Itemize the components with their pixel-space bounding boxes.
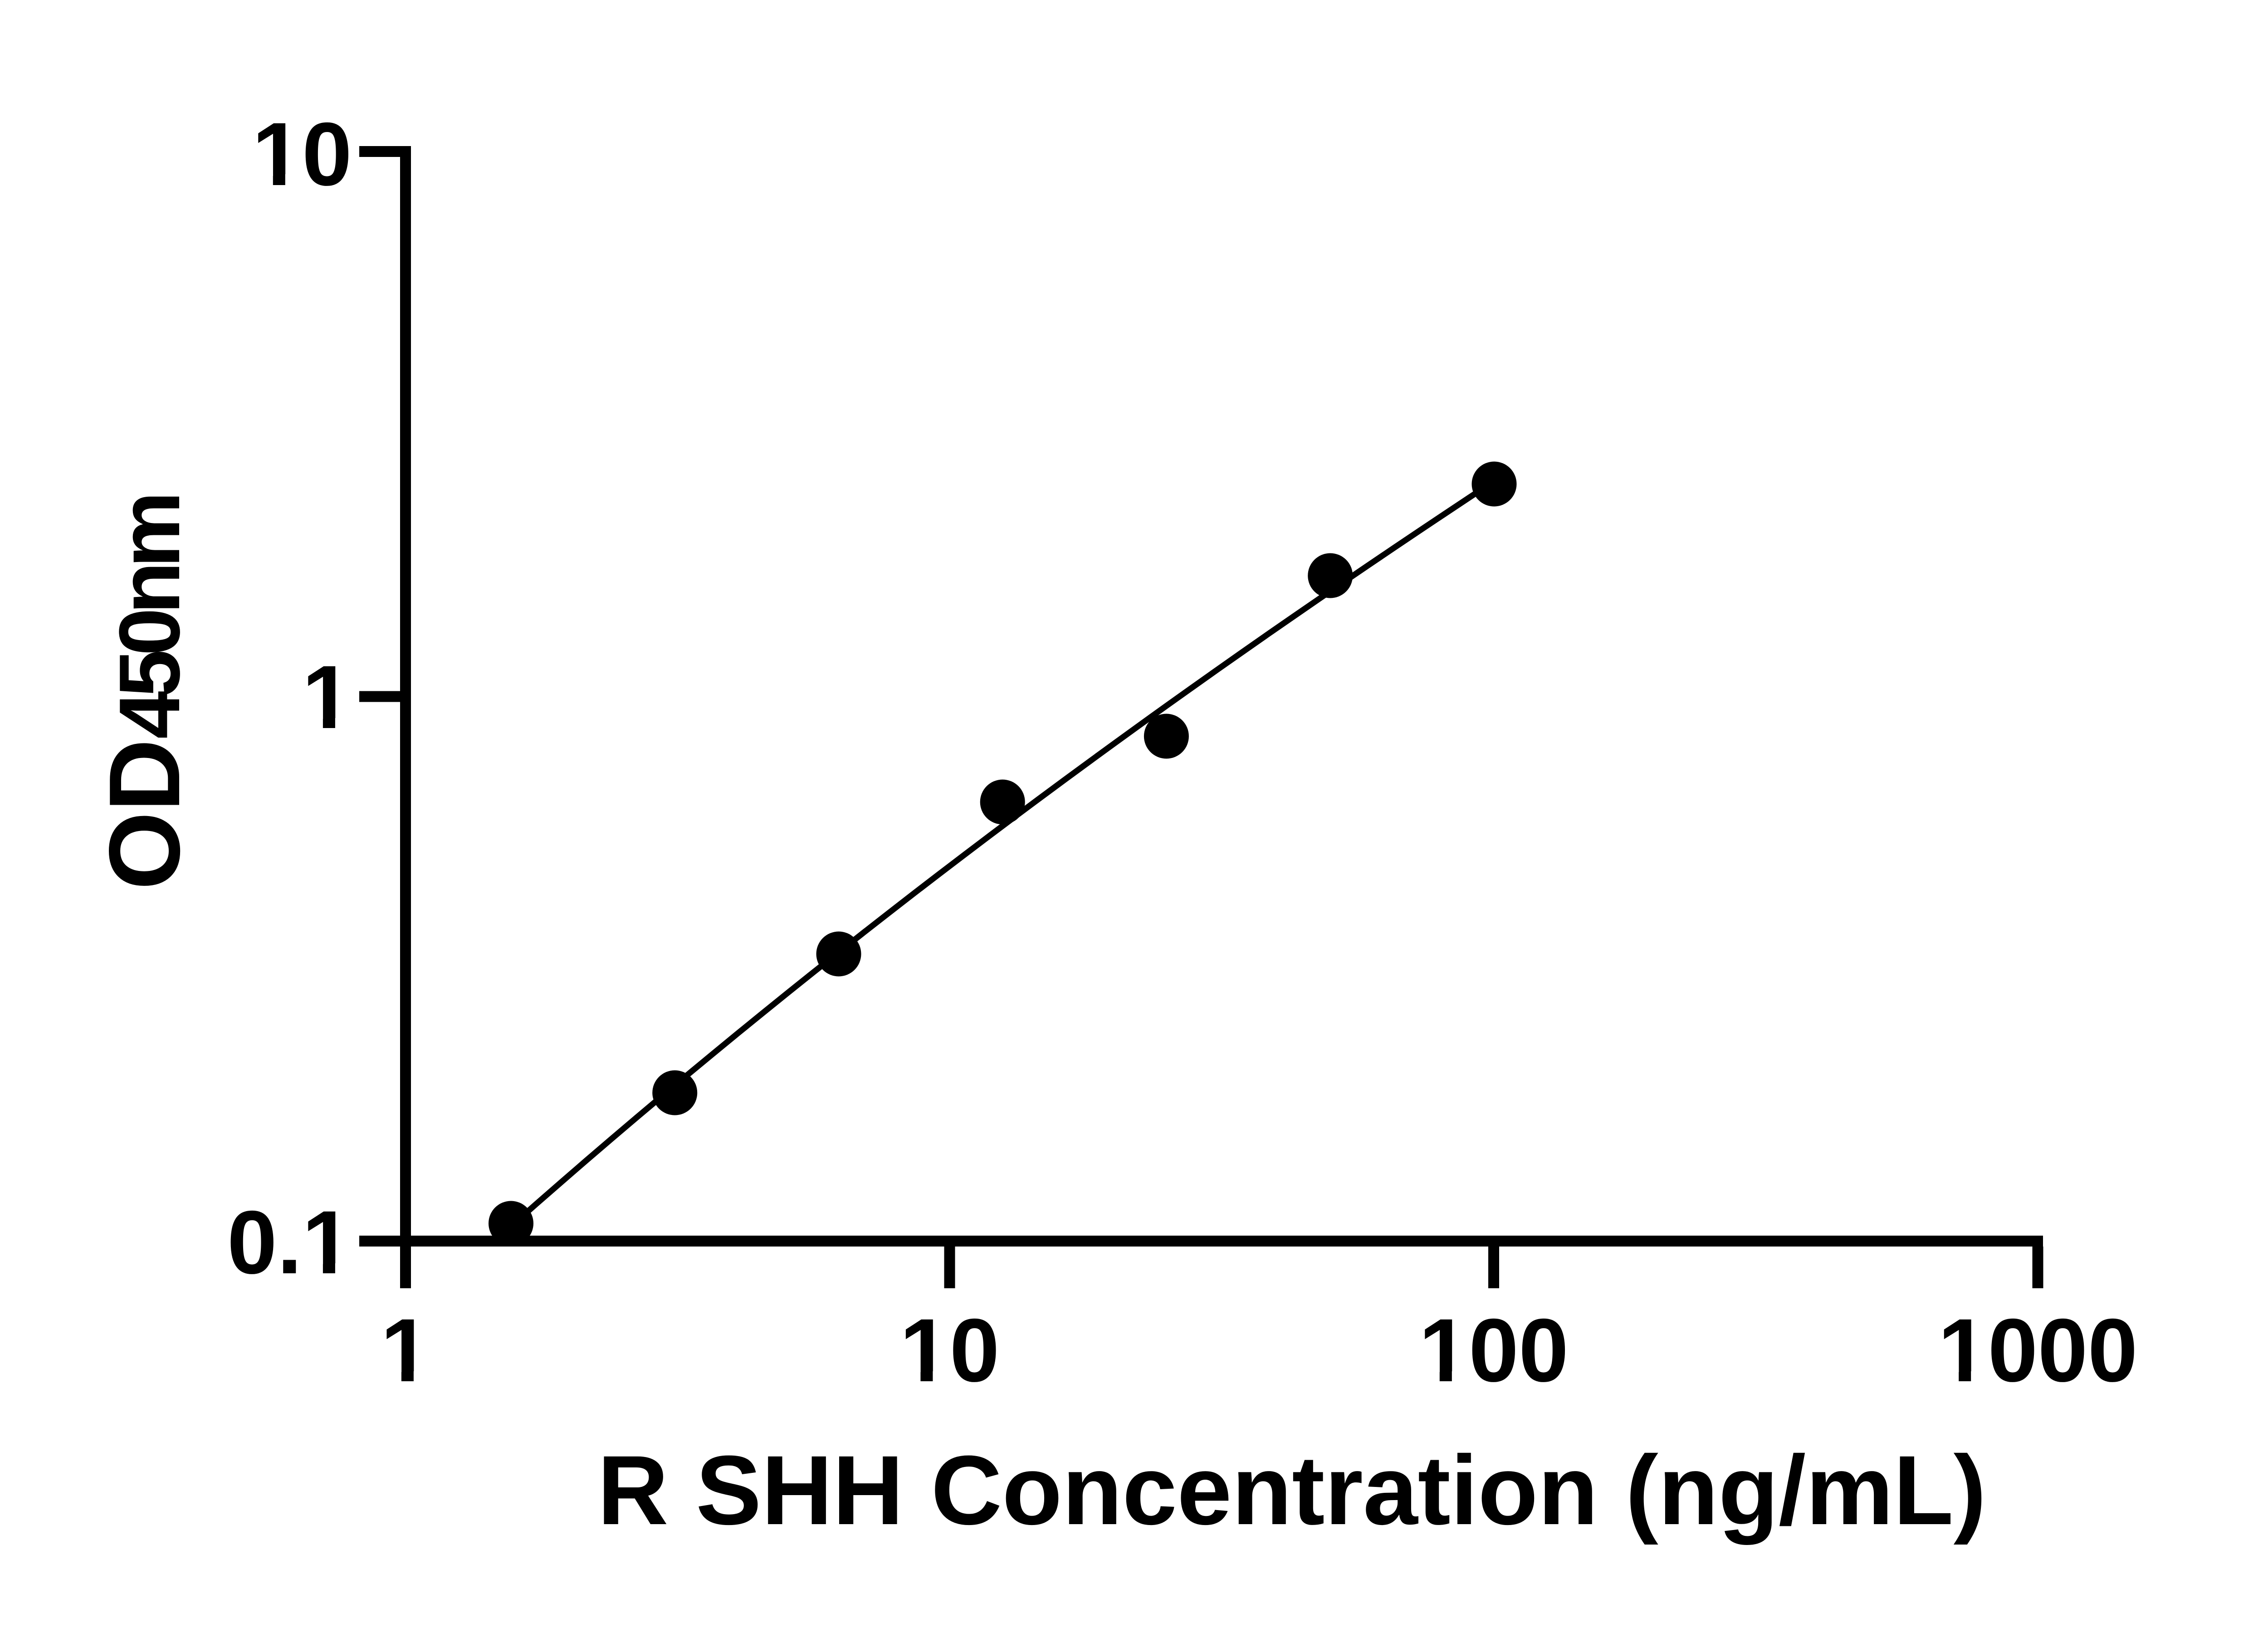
- svg-text:1000: 1000: [1938, 1300, 2137, 1400]
- svg-text:0.1: 0.1: [227, 1192, 352, 1292]
- svg-text:R SHH Concentration (ng/mL): R SHH Concentration (ng/mL): [597, 1435, 1986, 1545]
- svg-text:100: 100: [1419, 1300, 1569, 1400]
- svg-text:10: 10: [252, 104, 352, 204]
- svg-text:1: 1: [381, 1300, 430, 1400]
- svg-text:10: 10: [899, 1300, 999, 1400]
- svg-text:OD450nm: OD450nm: [88, 496, 201, 890]
- svg-text:1: 1: [302, 647, 352, 747]
